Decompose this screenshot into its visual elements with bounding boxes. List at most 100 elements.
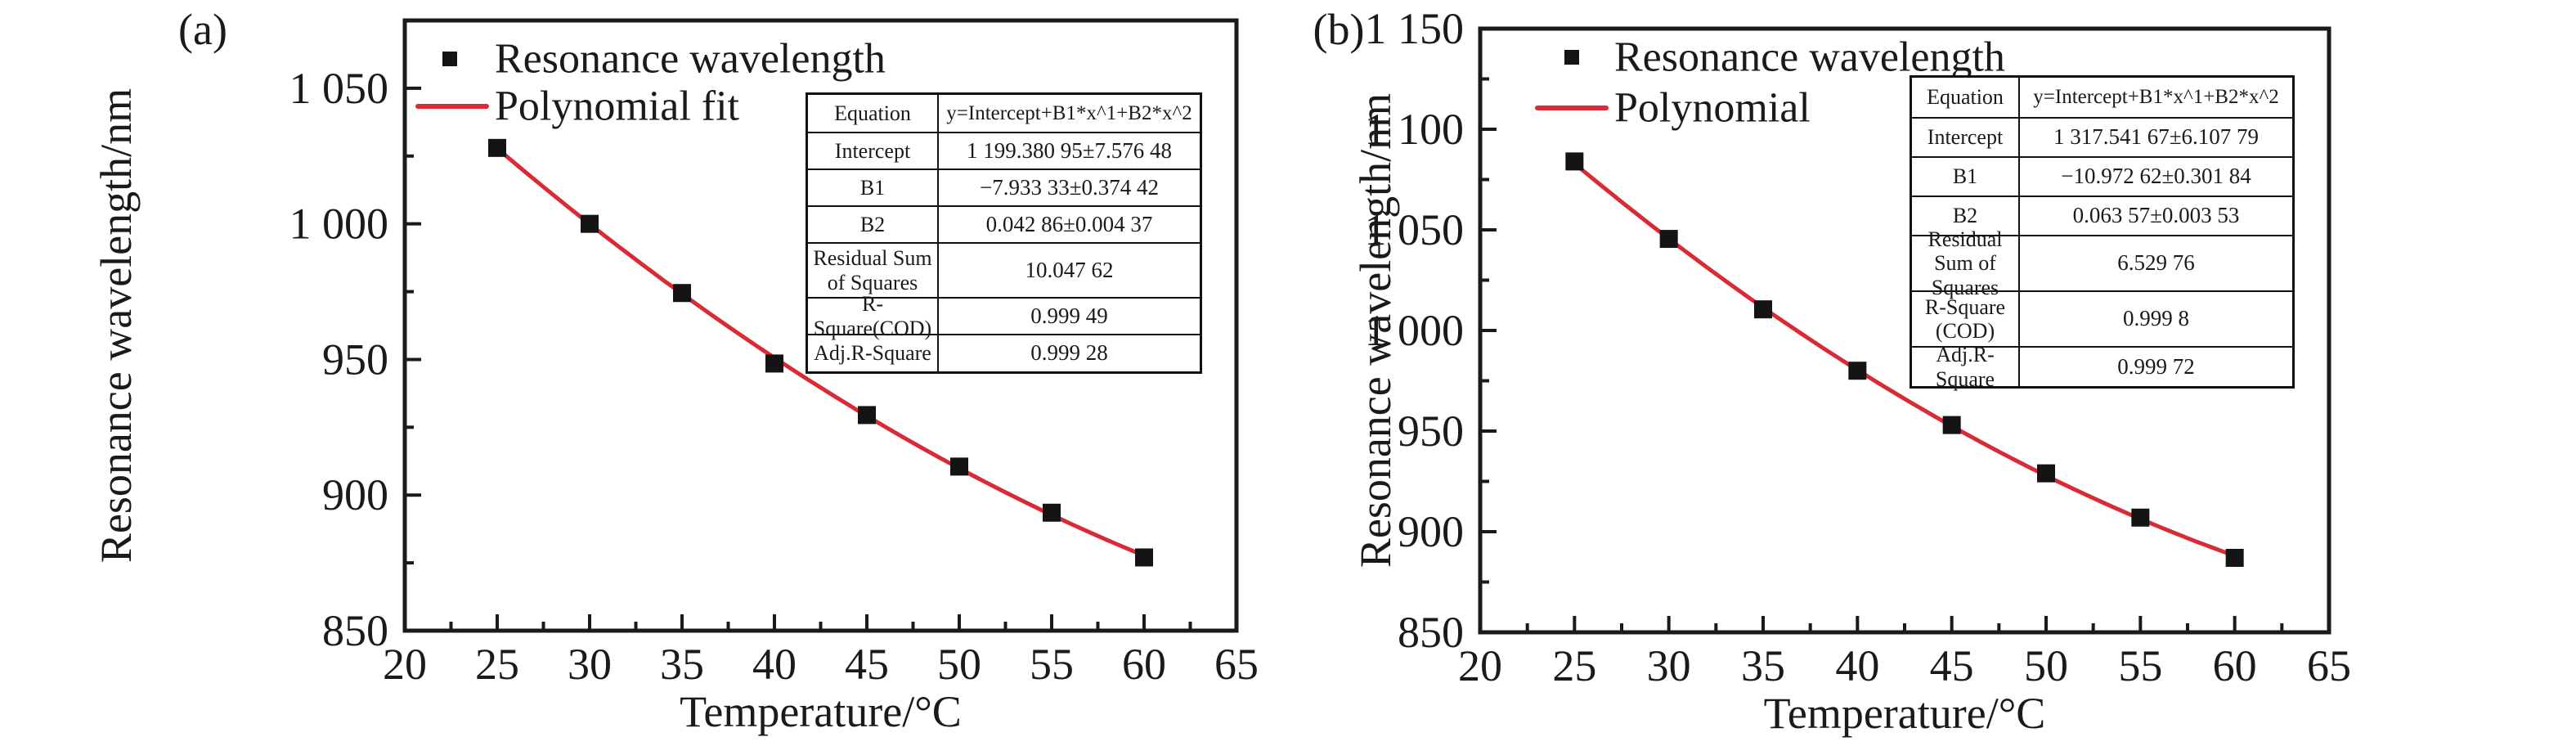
fit-table-row-value: y=Intercept+B1*x^1+B2*x^2 [946, 101, 1192, 124]
y-tick-label: 900 [1398, 507, 1464, 556]
chart-a: 20 25 30 35 40 45 50 55 60 65 850 900 950 1 000 1 050 T… [92, 5, 1259, 736]
fit-table-row: Intercept 1 317.541 67±6.107 79 [1912, 117, 2292, 156]
y-tick-label: 1 050 [1365, 205, 1465, 254]
legend-square-marker [1564, 50, 1579, 65]
x-tick-label: 65 [2307, 641, 2351, 690]
panel-corner-label: (a) [178, 5, 227, 54]
fit-table-row: Adj.R-Square 0.999 28 [808, 334, 1200, 371]
x-tick-label: 30 [1647, 641, 1691, 690]
fit-table-row-value: 0.999 72 [2117, 353, 2195, 379]
fit-table-row: Residual Sum of Squares 10.047 62 [808, 242, 1200, 297]
x-tick-label: 50 [2024, 641, 2068, 690]
panel-a: 20 25 30 35 40 45 50 55 60 65 850 900 950 1 000 1 050 T… [92, 5, 1259, 736]
fit-table-row: B1 −7.933 33±0.374 42 [808, 169, 1200, 205]
x-tick-label: 40 [752, 640, 797, 689]
data-point-marker [1659, 230, 1678, 249]
y-tick-label: 1 100 [1365, 105, 1465, 154]
x-tick-label: 35 [660, 640, 704, 689]
fit-table-row-label: R-Square (COD) [1912, 292, 2020, 346]
data-point-marker [673, 284, 691, 303]
legend-square-marker [442, 52, 457, 66]
data-point-marker [1754, 300, 1772, 319]
fit-table-row-value: −7.933 33±0.374 42 [979, 174, 1160, 200]
fit-table-row-value: 1 199.380 95±7.576 48 [966, 137, 1173, 163]
x-tick-label: 50 [937, 640, 981, 689]
x-tick-label: 25 [475, 640, 519, 689]
fit-table-row-label: Equation [1912, 78, 2020, 117]
polynomial-fit-curve [496, 146, 1145, 558]
data-point-marker [488, 138, 506, 157]
data-point-marker [950, 457, 968, 476]
y-axis-label: Resonance wavelength/nm [92, 88, 141, 563]
fit-table-a: Equation y=Intercept+B1*x^1+B2*x^2 Interce… [806, 92, 1202, 374]
fit-table-row: Residual Sum of Squares 6.529 76 [1912, 227, 2292, 299]
fit-table-row-value: 0.999 8 [2123, 306, 2189, 331]
x-tick-label: 35 [1741, 641, 1785, 690]
fit-table-row-value: 0.999 49 [1030, 303, 1108, 328]
fit-table-row-label: Adj.R-Square [808, 335, 939, 371]
fit-table-row: R-Square (COD) 0.999 8 [1912, 290, 2292, 346]
x-tick-label: 30 [568, 640, 612, 689]
x-tick-label: 20 [383, 640, 427, 689]
x-tick-label: 60 [2213, 641, 2257, 690]
fit-table-row: Intercept 1 199.380 95±7.576 48 [808, 132, 1200, 169]
panel-corner-label: (b) [1313, 5, 1365, 54]
y-tick-label: 1 000 [289, 200, 389, 249]
fit-table-row-label: B2 [1912, 197, 2020, 235]
chart-b: 20 25 30 35 40 45 50 55 60 65 850 900 950 1 000 1 050 1… [1313, 4, 2351, 738]
y-tick-label: 900 [322, 470, 388, 519]
data-point-marker [2225, 548, 2244, 567]
legend-label-scatter: Resonance wavelength [495, 36, 886, 83]
fit-table-row: Equation y=Intercept+B1*x^1+B2*x^2 [1912, 78, 2292, 117]
fit-table-row-label: Equation [808, 95, 939, 132]
legend-label-fit: Polynomial [1614, 85, 1811, 132]
fit-table-row-value: 1 317.541 67±6.107 79 [2053, 124, 2260, 150]
fit-table-row-value: 0.063 57±0.003 53 [2072, 203, 2240, 228]
fit-table-row-label: R-Square(COD) [808, 292, 939, 340]
fit-table-row-label: Residual Sum of Squares [1912, 227, 2020, 299]
x-tick-label: 25 [1552, 641, 1596, 690]
polynomial-fit-curve [1573, 161, 2236, 558]
fit-table-row-value: 0.042 86±0.004 37 [985, 211, 1153, 236]
data-point-marker [1043, 503, 1061, 522]
x-tick-label: 45 [1930, 641, 1974, 690]
y-axis-label: Resonance wavelength/nm [1351, 93, 1400, 568]
fit-table-row-label: B1 [1912, 158, 2020, 195]
data-point-marker [1565, 152, 1584, 171]
x-tick-label: 65 [1214, 640, 1259, 689]
x-tick-label: 55 [1030, 640, 1074, 689]
fit-table-row-label: B1 [808, 170, 939, 205]
fit-table-row: B2 0.063 57±0.003 53 [1912, 195, 2292, 235]
data-point-marker [765, 354, 783, 373]
fit-table-row-value: 6.529 76 [2117, 250, 2195, 276]
fit-table-row-value: y=Intercept+B1*x^1+B2*x^2 [2033, 86, 2279, 109]
fit-table-row-label: B2 [808, 207, 939, 242]
fit-table-row-label: Intercept [1912, 119, 2020, 156]
y-tick-label: 1 150 [1365, 4, 1465, 53]
data-point-marker [1135, 548, 1153, 567]
fit-table-row-value: 0.999 28 [1030, 340, 1108, 366]
y-tick-label: 1 000 [1365, 306, 1465, 355]
y-tick-label: 850 [322, 606, 388, 655]
y-tick-label: 950 [322, 335, 388, 384]
x-tick-label: 60 [1122, 640, 1166, 689]
x-axis-label: Temperature/°C [680, 687, 962, 736]
fit-table-row-label: Adj.R-Square [1912, 343, 2020, 391]
fit-table-row-value: 10.047 62 [1025, 257, 1114, 282]
y-tick-label: 1 050 [289, 64, 389, 113]
x-tick-label: 40 [1835, 641, 1879, 690]
fit-table-row: R-Square(COD) 0.999 49 [808, 292, 1200, 340]
fit-table-row-label: Intercept [808, 133, 939, 169]
data-point-marker [1848, 362, 1867, 380]
data-point-marker [858, 406, 876, 425]
legend-label-fit: Polynomial fit [495, 83, 740, 130]
x-tick-label: 20 [1458, 641, 1502, 690]
data-point-marker [1942, 416, 1961, 434]
fit-table-row-label: Residual Sum of Squares [808, 244, 939, 297]
y-tick-label: 850 [1398, 608, 1464, 657]
data-point-marker [2037, 464, 2055, 483]
x-axis-label: Temperature/°C [1764, 689, 2046, 738]
fit-table-row: B2 0.042 86±0.004 37 [808, 205, 1200, 242]
y-tick-label: 950 [1398, 407, 1464, 456]
fit-table-b: Equation y=Intercept+B1*x^1+B2*x^2 Interce… [1910, 75, 2295, 391]
